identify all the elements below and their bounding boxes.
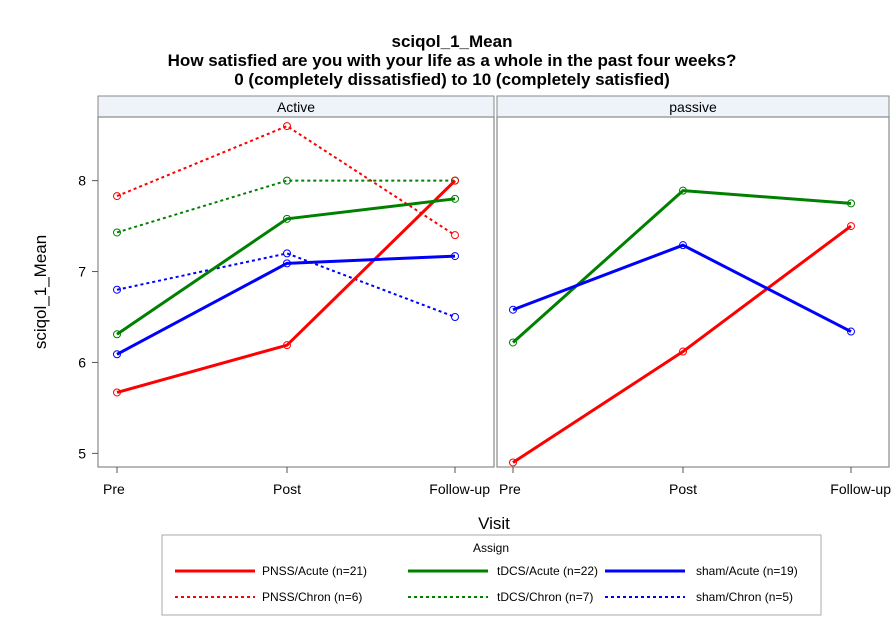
series-line-passive-pnss-acute-n-21	[512, 224, 852, 464]
data-point-active-sham-acute-n-19-follow-up	[451, 252, 459, 261]
legend-label-tdcs-acute-n-22: tDCS/Acute (n=22)	[497, 564, 598, 578]
data-point-active-pnss-chron-n-6-post	[283, 122, 291, 131]
series-line-active-tdcs-chron-n-7	[116, 179, 455, 234]
series-layer	[113, 122, 855, 467]
series-line-passive-tdcs-acute-n-22	[512, 189, 852, 344]
data-point-passive-pnss-acute-n-21-pre	[509, 458, 517, 467]
chart-title: sciqol_1_Mean	[392, 32, 513, 51]
x-tick-label: Post	[273, 481, 301, 497]
strip-label-passive: passive	[669, 99, 717, 115]
y-tick-label: 6	[78, 354, 86, 370]
data-point-passive-sham-acute-n-19-post	[679, 241, 687, 250]
legend-box	[161, 534, 822, 616]
data-point-passive-pnss-acute-n-21-post	[679, 347, 687, 356]
series-line-active-sham-acute-n-19	[116, 254, 456, 356]
legend-label-sham-chron-n-5: sham/Chron (n=5)	[696, 590, 793, 604]
legend-entries: PNSS/Acute (n=21) tDCS/Acute (n=22) sham/A…	[175, 564, 798, 604]
x-axis-label: Visit	[478, 514, 510, 533]
series-line-active-pnss-chron-n-6	[116, 125, 456, 237]
strip-label-active: Active	[277, 99, 315, 115]
data-point-active-sham-chron-n-5-follow-up	[451, 313, 459, 321]
x-axis: Pre Post Follow-up Pre Post Follow-up	[103, 467, 891, 497]
data-point-passive-tdcs-acute-n-22-pre	[509, 338, 517, 347]
data-point-active-pnss-acute-n-21-follow-up	[451, 176, 459, 185]
x-tick-label: Pre	[499, 481, 521, 497]
x-tick-label: Follow-up	[830, 481, 891, 497]
legend-title: Assign	[473, 541, 509, 555]
legend-label-tdcs-chron-n-7: tDCS/Chron (n=7)	[497, 590, 593, 604]
data-point-active-sham-chron-n-5-post	[283, 249, 291, 258]
x-tick-label: Pre	[103, 481, 125, 497]
y-axis-label: sciqol_1_Mean	[31, 235, 50, 349]
data-point-passive-sham-acute-n-19-follow-up	[847, 327, 855, 336]
data-point-active-tdcs-acute-n-22-pre	[113, 330, 121, 339]
data-point-active-sham-acute-n-19-post	[283, 259, 291, 268]
legend-label-pnss-chron-n-6: PNSS/Chron (n=6)	[262, 590, 362, 604]
x-tick-label: Post	[669, 481, 697, 497]
chart-subtitle-line-2: 0 (completely dissatisfied) to 10 (compl…	[234, 70, 670, 89]
series-line-active-pnss-acute-n-21	[116, 179, 457, 394]
data-point-passive-tdcs-acute-n-22-post	[679, 186, 687, 195]
chart-subtitle-line-1: How satisfied are you with your life as …	[168, 51, 737, 70]
y-tick-label: 8	[78, 173, 86, 189]
x-tick-label: Follow-up	[429, 481, 490, 497]
data-point-active-tdcs-chron-n-7-pre	[113, 228, 121, 237]
series-line-active-tdcs-acute-n-22	[116, 197, 456, 336]
data-point-passive-pnss-acute-n-21-follow-up	[847, 222, 855, 231]
data-point-active-tdcs-acute-n-22-post	[283, 214, 291, 223]
data-point-passive-tdcs-acute-n-22-follow-up	[847, 199, 855, 208]
data-point-passive-sham-acute-n-19-pre	[509, 305, 517, 314]
data-point-active-pnss-chron-n-6-pre	[113, 192, 121, 201]
data-point-active-tdcs-acute-n-22-follow-up	[451, 194, 459, 203]
data-point-active-pnss-chron-n-6-follow-up	[451, 231, 459, 240]
legend-label-pnss-acute-n-21: PNSS/Acute (n=21)	[262, 564, 367, 578]
data-point-active-tdcs-chron-n-7-post	[283, 176, 291, 185]
y-tick-label: 7	[78, 264, 86, 280]
y-tick-label: 5	[78, 445, 86, 461]
data-point-active-pnss-acute-n-21-pre	[113, 388, 121, 397]
y-axis: 5 6 7 8	[78, 173, 98, 461]
panel-frame-active	[97, 116, 495, 468]
series-line-passive-sham-acute-n-19	[512, 243, 852, 333]
legend-label-sham-acute-n-19: sham/Acute (n=19)	[696, 564, 798, 578]
data-point-active-pnss-acute-n-21-post	[283, 341, 291, 350]
panel-frame-passive	[496, 116, 890, 468]
data-point-active-sham-chron-n-5-pre	[113, 285, 121, 294]
data-point-active-sham-acute-n-19-pre	[113, 350, 121, 359]
